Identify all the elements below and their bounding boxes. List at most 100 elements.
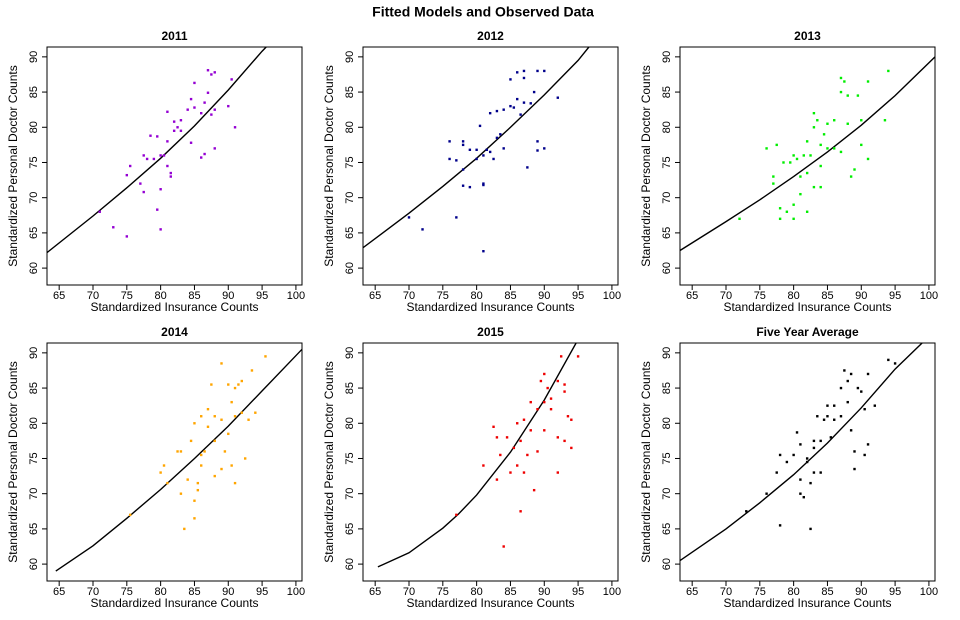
data-point [819, 471, 822, 474]
data-point [159, 154, 162, 157]
x-tick-label: 75 [121, 586, 133, 598]
data-point [448, 140, 451, 143]
data-point [826, 147, 829, 150]
x-tick-label: 85 [188, 586, 200, 598]
data-point [819, 143, 822, 147]
data-point [186, 108, 189, 111]
data-point [166, 110, 169, 113]
data-point [566, 415, 570, 418]
data-point [839, 150, 843, 154]
data-point [833, 119, 836, 122]
x-tick-label: 80 [471, 290, 483, 302]
plot-frame [46, 46, 303, 286]
data-point [227, 383, 230, 386]
data-point [509, 471, 512, 474]
data-point [162, 154, 166, 157]
data-point [839, 415, 843, 418]
y-tick-label: 85 [661, 382, 673, 394]
y-axis-label: Standardized Personal Doctor Counts [639, 361, 653, 562]
data-point [230, 400, 233, 404]
y-tick-label: 80 [661, 417, 673, 429]
data-point [778, 207, 782, 210]
data-point [213, 474, 216, 478]
data-point [519, 113, 522, 116]
panel-title: Five Year Average [756, 325, 859, 339]
data-point [200, 111, 203, 115]
data-point [775, 471, 778, 474]
data-point [189, 97, 193, 101]
data-point [543, 372, 546, 376]
x-tick-label: 90 [855, 586, 867, 598]
y-tick-label: 75 [28, 156, 40, 168]
data-point [509, 104, 512, 108]
data-point [883, 119, 887, 122]
data-point [227, 104, 230, 108]
data-point [461, 140, 465, 143]
x-tick-label: 85 [821, 586, 833, 598]
data-point [866, 443, 870, 446]
data-point [795, 157, 799, 161]
data-point [179, 492, 183, 495]
panel: 2013 Standardized Insurance Counts Standar… [639, 29, 938, 314]
x-axis-label: Standardized Insurance Counts [723, 300, 891, 314]
data-point [206, 407, 210, 411]
data-point [193, 499, 196, 502]
data-point [220, 418, 223, 421]
data-point [166, 140, 169, 143]
data-point [556, 379, 560, 383]
x-tick-label: 80 [788, 290, 800, 302]
data-point [765, 492, 768, 495]
x-tick-label: 90 [538, 586, 550, 598]
data-point [495, 109, 499, 113]
data-point [468, 185, 472, 189]
data-point [210, 73, 213, 76]
data-point [529, 400, 532, 404]
data-point [169, 171, 172, 175]
panel-title: 2014 [161, 325, 188, 339]
data-point [799, 492, 802, 495]
data-point [570, 418, 573, 421]
data-point [200, 156, 203, 159]
x-tick-label: 85 [821, 290, 833, 302]
data-point [833, 147, 836, 150]
data-point [203, 101, 206, 104]
data-point [778, 453, 782, 457]
data-point [556, 96, 560, 99]
data-point [482, 154, 485, 157]
y-tick-label: 70 [344, 488, 356, 500]
data-point [142, 190, 145, 194]
data-point [785, 460, 789, 464]
y-tick-label: 75 [661, 156, 673, 168]
data-point [230, 464, 233, 467]
y-tick-label: 75 [661, 452, 673, 464]
y-tick-label: 90 [661, 51, 673, 63]
data-point [532, 90, 536, 94]
data-point [499, 133, 502, 136]
data-point [172, 120, 176, 123]
y-tick-label: 65 [661, 523, 673, 535]
data-point [809, 154, 812, 157]
y-tick-label: 80 [28, 417, 40, 429]
data-point [492, 157, 495, 161]
data-point [778, 524, 782, 527]
data-point [839, 386, 843, 390]
data-point [833, 404, 836, 407]
x-tick-label: 100 [287, 586, 305, 598]
x-tick-label: 70 [720, 586, 732, 598]
x-tick-label: 65 [686, 290, 698, 302]
data-point [502, 147, 505, 150]
x-tick-label: 70 [720, 290, 732, 302]
data-point [455, 216, 458, 219]
data-point [189, 141, 193, 144]
y-tick-label: 80 [28, 121, 40, 133]
data-point [233, 386, 237, 390]
fitted-curve [363, 47, 590, 249]
data-point [816, 415, 819, 418]
data-point [230, 78, 233, 81]
fitted-curve [377, 343, 577, 568]
data-point [839, 90, 843, 94]
data-point [789, 161, 792, 164]
data-point [179, 129, 183, 132]
data-point [455, 159, 458, 162]
data-point [745, 510, 748, 513]
